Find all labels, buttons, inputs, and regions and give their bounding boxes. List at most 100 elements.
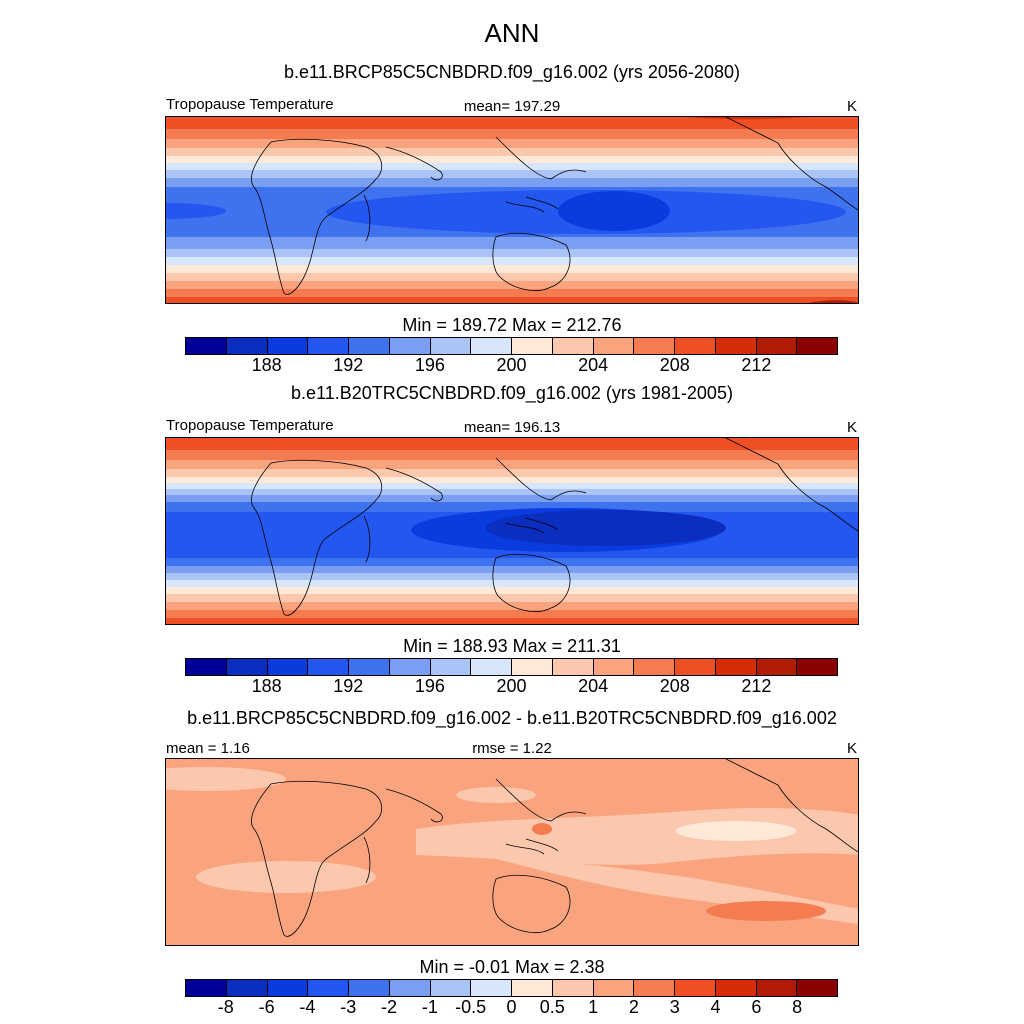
colorbar-tick-label: 212 bbox=[741, 676, 772, 696]
band bbox=[166, 495, 858, 502]
colorbar-swatch bbox=[349, 338, 390, 354]
cold-core bbox=[486, 510, 726, 546]
colorbar-swatch bbox=[675, 659, 716, 675]
panel2-minmax: Min = 188.93 Max = 211.31 bbox=[403, 636, 621, 656]
colorbar-tick-label: 0 bbox=[506, 997, 517, 1017]
band bbox=[166, 618, 858, 624]
colorbar-swatch bbox=[756, 338, 798, 354]
colorbar-swatch bbox=[512, 338, 553, 354]
band bbox=[166, 610, 858, 618]
band bbox=[166, 297, 858, 303]
panel2-colorbar bbox=[185, 658, 838, 676]
colorbar-tick-label: 8 bbox=[792, 997, 803, 1017]
colorbar-swatch bbox=[226, 659, 268, 675]
colorbar-tick-label: 6 bbox=[751, 997, 762, 1017]
colorbar-tick-label: -4 bbox=[299, 997, 316, 1017]
coastlines bbox=[251, 759, 858, 937]
colorbar-tick-label: 208 bbox=[659, 676, 690, 696]
band bbox=[166, 273, 858, 281]
colorbar-tick-label: 204 bbox=[578, 676, 609, 696]
panel3-rmse-label: rmse = 1.22 bbox=[472, 740, 552, 757]
colorbar-tick-label: 192 bbox=[333, 355, 364, 375]
panel1-units-label: K bbox=[847, 98, 858, 115]
colorbar-swatch bbox=[593, 338, 635, 354]
colorbar-tick-label: -1 bbox=[421, 997, 438, 1017]
panel1-map bbox=[165, 116, 859, 304]
colorbar-swatch bbox=[389, 338, 431, 354]
band bbox=[166, 129, 858, 139]
panel3-mean-label: mean = 1.16 bbox=[166, 740, 250, 757]
band bbox=[166, 587, 858, 594]
band bbox=[166, 117, 858, 129]
panel1-subtitle: b.e11.BRCP85C5CNBDRD.f09_g16.002 (yrs 20… bbox=[284, 62, 740, 82]
panel2-units-label: K bbox=[847, 419, 858, 436]
band bbox=[166, 450, 858, 460]
band bbox=[166, 580, 858, 587]
panel3-colorbar bbox=[185, 979, 838, 997]
colorbar-tick-label: 200 bbox=[496, 355, 527, 375]
band bbox=[166, 281, 858, 289]
colorbar-swatch bbox=[308, 659, 349, 675]
colorbar-tick-label: 192 bbox=[333, 676, 364, 696]
colorbar-swatch bbox=[349, 980, 390, 996]
band bbox=[166, 163, 858, 170]
colorbar-swatch bbox=[389, 659, 431, 675]
band bbox=[166, 483, 858, 489]
colorbar-tick-label: 188 bbox=[251, 355, 282, 375]
band bbox=[166, 469, 858, 477]
colorbar-swatch bbox=[226, 980, 268, 996]
cold-pool bbox=[166, 203, 226, 219]
colorbar-tick-label: -6 bbox=[258, 997, 275, 1017]
colorbar-swatch bbox=[756, 980, 798, 996]
panel1-colorbar bbox=[185, 337, 838, 355]
panel1-mean-label: mean= 197.29 bbox=[463, 98, 561, 115]
colorbar-swatch bbox=[552, 659, 594, 675]
colorbar-swatch bbox=[226, 338, 268, 354]
band bbox=[166, 489, 858, 495]
band bbox=[166, 566, 858, 573]
band bbox=[166, 156, 858, 163]
colorbar-swatch bbox=[267, 338, 309, 354]
panel2-map-svg bbox=[166, 438, 858, 624]
colorbar-swatch bbox=[593, 980, 635, 996]
colorbar-swatch bbox=[552, 338, 594, 354]
band bbox=[166, 594, 858, 602]
panel3-units-label: K bbox=[847, 740, 858, 757]
colorbar-tick-label: 196 bbox=[414, 676, 445, 696]
colorbar-tick-label: 3 bbox=[669, 997, 680, 1017]
band bbox=[166, 170, 858, 178]
colorbar-tick-label: 204 bbox=[578, 355, 609, 375]
panel2-map bbox=[165, 437, 859, 625]
warm-patch bbox=[807, 300, 858, 303]
colorbar-swatch bbox=[552, 980, 594, 996]
colorbar-tick-label: 0.5 bbox=[539, 997, 565, 1017]
colorbar-swatch bbox=[430, 338, 472, 354]
colorbar-swatch bbox=[797, 659, 837, 675]
colorbar-swatch bbox=[634, 338, 675, 354]
colorbar-swatch bbox=[634, 980, 675, 996]
colorbar-tick-label: 200 bbox=[496, 676, 527, 696]
colorbar-swatch bbox=[634, 659, 675, 675]
diff-high bbox=[706, 901, 826, 921]
diff-band bbox=[456, 787, 536, 803]
band bbox=[166, 502, 858, 512]
panel3-map-svg bbox=[166, 759, 858, 945]
panel3-map bbox=[165, 758, 859, 946]
colorbar-swatch bbox=[389, 980, 431, 996]
colorbar-swatch bbox=[430, 659, 472, 675]
figure-title: ANN bbox=[484, 18, 540, 48]
colorbar-swatch bbox=[756, 659, 798, 675]
band bbox=[166, 237, 858, 249]
colorbar-swatch bbox=[593, 659, 635, 675]
coastlines bbox=[251, 117, 858, 295]
colorbar-swatch bbox=[797, 980, 837, 996]
panel1-minmax: Min = 189.72 Max = 212.76 bbox=[402, 315, 622, 335]
colorbar-swatch bbox=[471, 659, 512, 675]
colorbar-tick-label: -0.5 bbox=[455, 997, 487, 1017]
coastlines bbox=[251, 438, 858, 616]
colorbar-swatch bbox=[471, 980, 512, 996]
colorbar-swatch bbox=[186, 980, 227, 996]
warm-patch bbox=[686, 117, 806, 120]
colorbar-swatch bbox=[267, 980, 309, 996]
panel1-map-svg bbox=[166, 117, 858, 303]
